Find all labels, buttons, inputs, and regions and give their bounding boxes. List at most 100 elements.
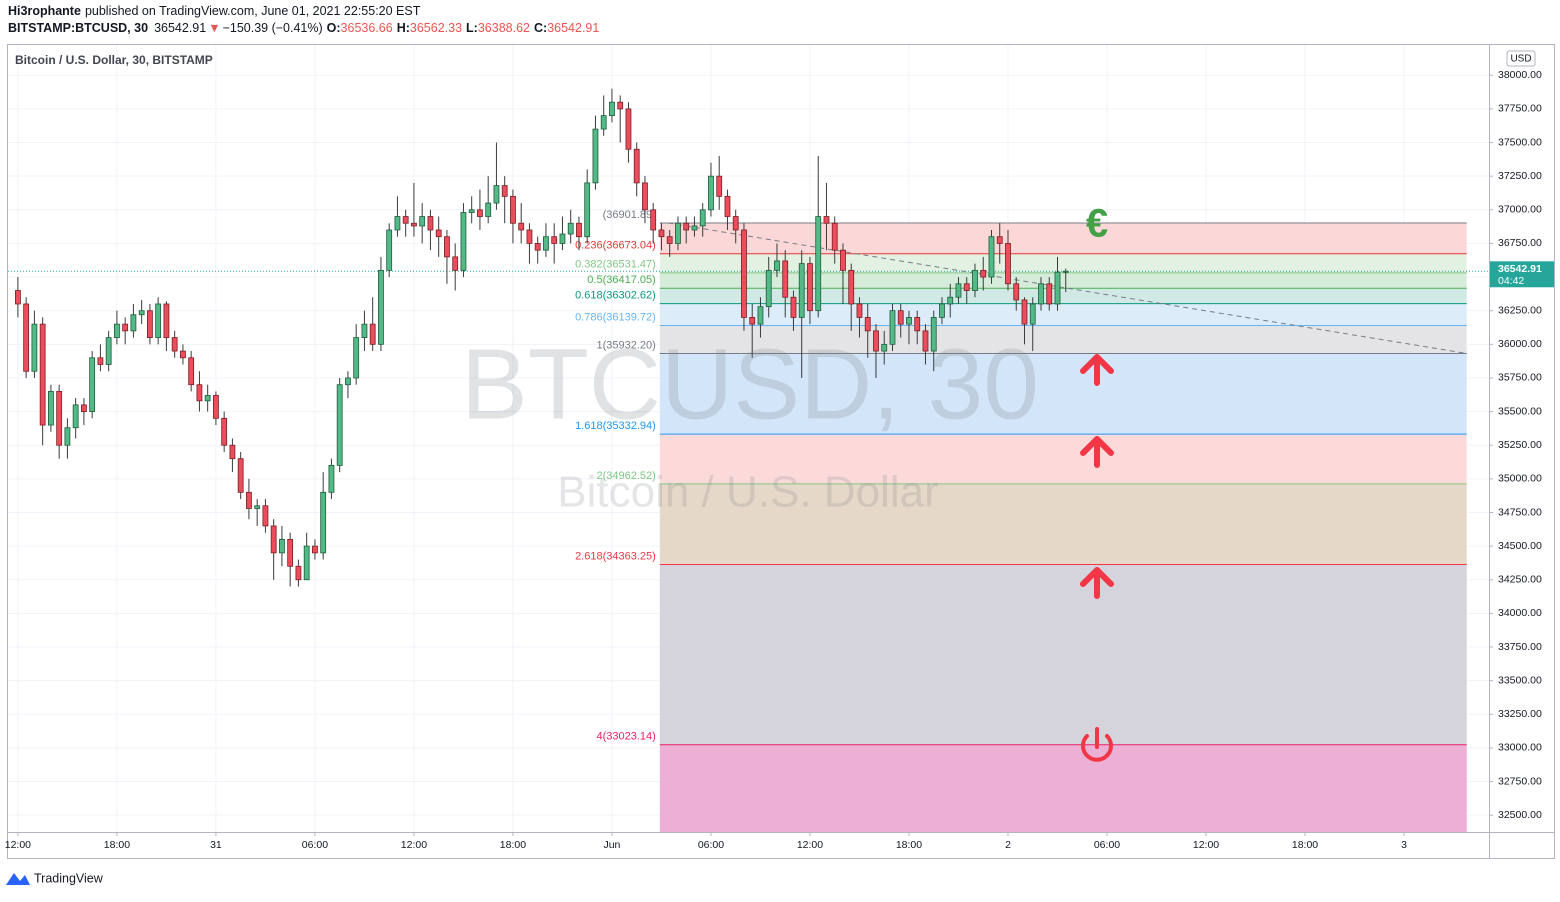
candle-body (23, 303, 30, 372)
candle-body (749, 317, 756, 325)
x-tick-label: 18:00 (1292, 839, 1318, 851)
candle-body (196, 384, 203, 402)
candle-body (361, 323, 368, 339)
candle-body (147, 310, 153, 339)
candle-body (724, 195, 731, 217)
candle-body (906, 317, 912, 325)
candle-body (741, 229, 747, 318)
candle-body (650, 209, 657, 231)
candle-body (171, 337, 178, 352)
candle-body (972, 269, 978, 291)
currency: USD (1510, 54, 1531, 65)
candle-body (510, 195, 516, 224)
author: Hi3rophante (8, 4, 81, 18)
candle-body (881, 343, 888, 352)
pane-title: Bitcoin / U.S. Dollar, 30, BITSTAMP (15, 53, 213, 67)
candle-body (493, 185, 500, 204)
fib-label: 0.618(36302.62) (575, 290, 656, 302)
candle-body (39, 323, 46, 426)
candle-body (864, 317, 871, 332)
x-tick-label: 18:00 (896, 839, 922, 851)
x-tick-label: 06:00 (302, 839, 328, 851)
symbol: BITSTAMP:BTCUSD, 30 (8, 21, 148, 35)
change: −150.39 (−0.41%) (223, 21, 323, 35)
y-tick-label: 38000.00 (1498, 69, 1542, 81)
l-label: L: (466, 21, 478, 35)
candle-body (394, 216, 401, 231)
l-value: 36388.62 (478, 21, 530, 35)
candle-body (831, 222, 838, 251)
candle-body (427, 216, 434, 231)
candle-body (15, 290, 21, 305)
x-tick-label: 3 (1401, 839, 1407, 851)
arrows (1080, 354, 1114, 762)
x-tick-label: 06:00 (1094, 839, 1120, 851)
arrow-up (1080, 354, 1114, 386)
candle-body (485, 202, 492, 217)
candle-body (897, 310, 904, 325)
candle-body (287, 538, 294, 567)
plot: 32500.00 32750.00 33000.00 33250.00 33500.00… (5, 45, 1542, 851)
candle-body (534, 243, 541, 251)
candle-body (848, 269, 855, 305)
candle-body (1013, 283, 1020, 301)
candle-body (642, 182, 648, 211)
candle-body (64, 427, 71, 446)
x-tick-label: Jun (603, 839, 620, 851)
x-tick-label: 06:00 (698, 839, 724, 851)
candle-body (1021, 299, 1028, 325)
y-tick-label: 35750.00 (1498, 372, 1542, 384)
candle-body (328, 465, 335, 493)
candle-body (699, 209, 706, 227)
o-label: O: (327, 21, 341, 35)
candle-body (551, 236, 558, 244)
y-tick-label: 33750.00 (1498, 641, 1542, 653)
candle-body (386, 229, 393, 271)
candle-body (609, 101, 615, 117)
y-tick-label: 35000.00 (1498, 473, 1542, 485)
candle-body (246, 491, 252, 509)
candle-body (345, 377, 351, 386)
fib-band (659, 303, 1467, 326)
candle-body (567, 222, 574, 235)
candle-body (963, 283, 970, 291)
candle-body (114, 323, 120, 339)
y-tick-label: 35500.00 (1498, 405, 1542, 417)
candle-body (229, 444, 236, 460)
fib-label: 1.618(35332.94) (575, 420, 656, 432)
candle-body (716, 175, 723, 197)
candle-body (1029, 303, 1036, 325)
y-tick-label: 36750.00 (1498, 237, 1542, 249)
candle-body (444, 236, 450, 258)
o-value: 36536.66 (341, 21, 393, 35)
fib-label: 2(34962.52) (596, 470, 655, 482)
candle-body (237, 458, 244, 493)
y-tick-label: 32750.00 (1498, 775, 1542, 787)
y-tick-label: 36000.00 (1498, 338, 1542, 350)
candle-body (518, 222, 525, 231)
fib-label: 0.236(36673.04) (575, 240, 656, 252)
x-tick-label: 18:00 (104, 839, 130, 851)
fib-label: 4(33023.14) (596, 731, 655, 743)
candle-body (303, 545, 310, 581)
candle-body (468, 209, 475, 213)
candle-body (460, 212, 467, 271)
fib-label: 0.382(36531.47) (575, 259, 656, 271)
candle-body (782, 260, 789, 298)
candle-body (56, 391, 63, 446)
candle-body (279, 538, 285, 554)
candle-body (625, 108, 632, 150)
tv-logo (6, 873, 30, 885)
candle-body (262, 505, 269, 527)
candle-body (452, 256, 459, 271)
candle-body (1005, 243, 1011, 285)
candle-body (48, 391, 54, 426)
candle-body (922, 330, 929, 352)
currency-box (1506, 50, 1536, 67)
published: published on TradingView.com, June 01, 2… (85, 4, 421, 18)
euro: € (1086, 202, 1108, 246)
candle-body (188, 357, 195, 386)
y-tick-label: 33000.00 (1498, 742, 1542, 754)
candle-body (790, 296, 797, 318)
